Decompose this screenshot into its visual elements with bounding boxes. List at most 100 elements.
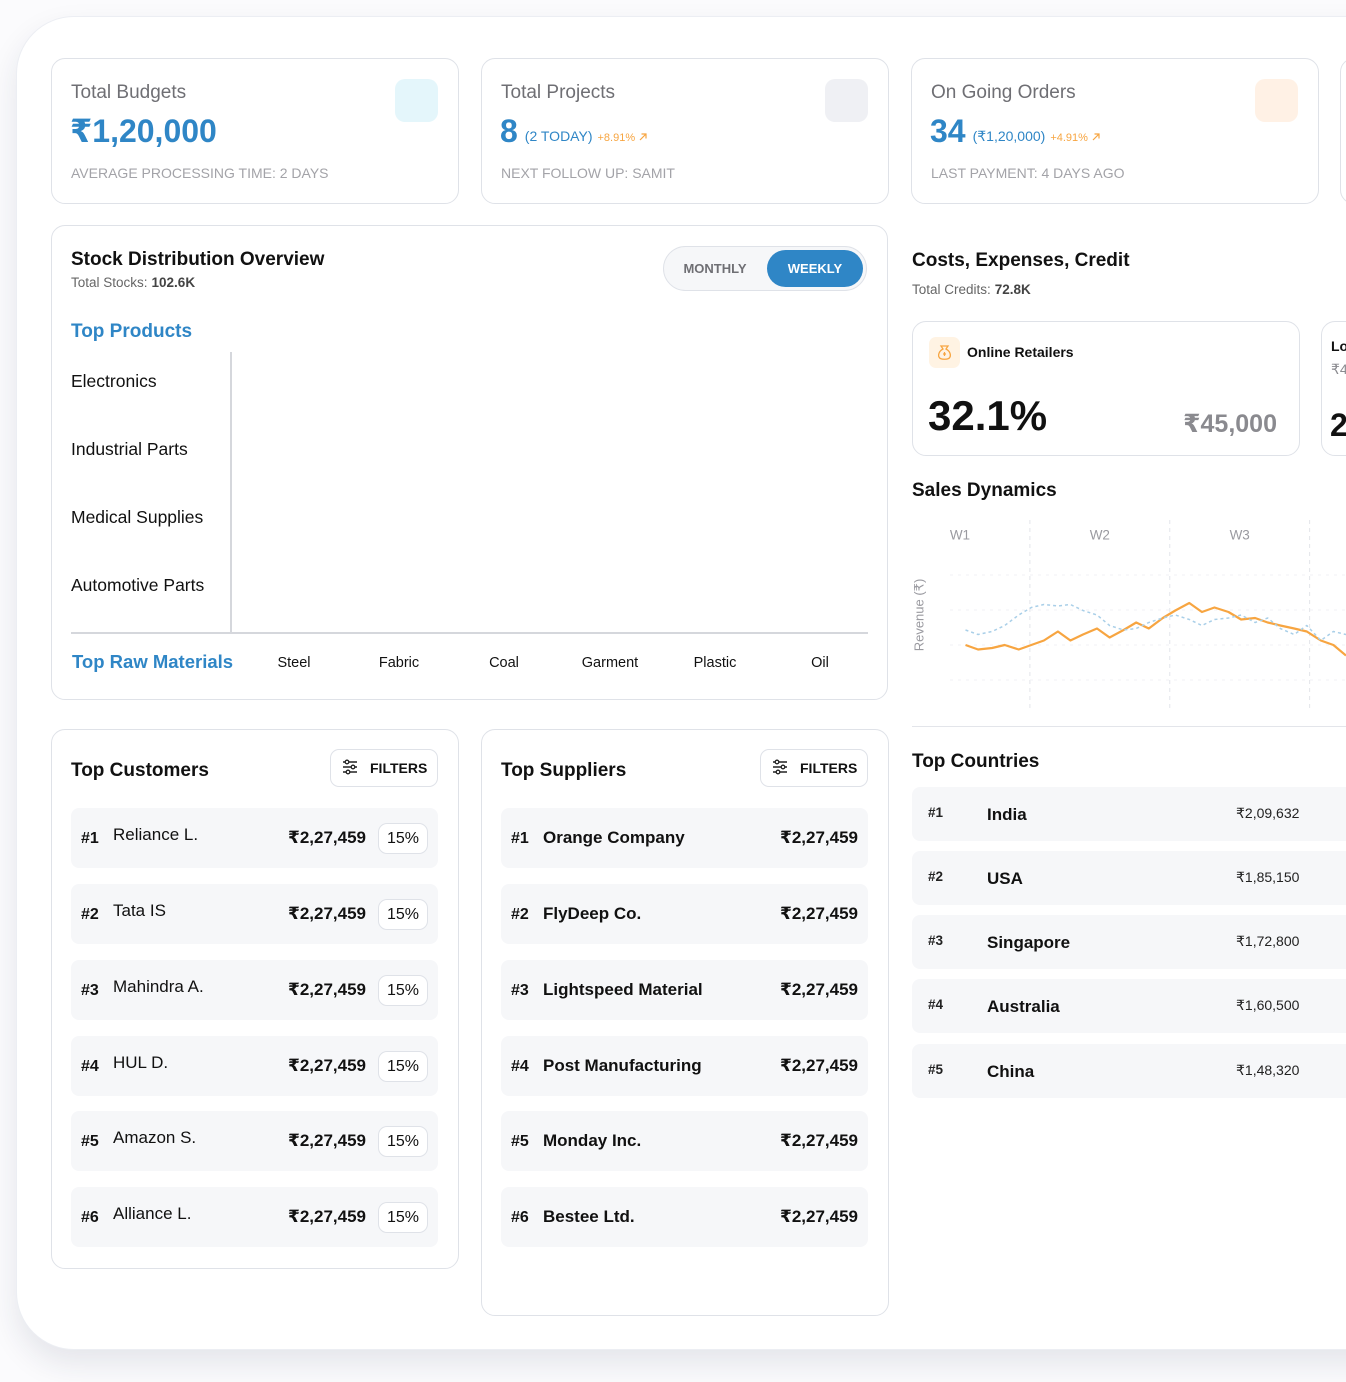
filter-button[interactable]	[760, 749, 868, 787]
section-title: Costs, Expenses, Credit	[912, 249, 1130, 271]
amount: ₹2,27,459	[779, 1056, 858, 1075]
stat-change: +8.91%	[597, 132, 636, 144]
list-row	[501, 1111, 868, 1171]
country-amount: ₹1,85,150	[1236, 869, 1300, 885]
list-row	[501, 960, 868, 1020]
name: Alliance L.	[113, 1204, 192, 1223]
stat-title: Total Budgets	[71, 81, 187, 103]
stat-detail: (2 TODAY)	[524, 128, 593, 144]
filter-label[interactable]: FILTERS	[800, 760, 858, 776]
share-pill	[378, 1202, 428, 1233]
list-row	[71, 1036, 438, 1096]
country-row	[912, 1044, 1346, 1098]
list-row	[71, 884, 438, 944]
toggle-active	[767, 250, 863, 287]
stat-detail: (₹1,20,000)	[972, 128, 1046, 144]
share-pill	[378, 899, 428, 930]
name: Reliance L.	[113, 825, 199, 844]
share-pill	[378, 975, 428, 1006]
x-tick-label: W3	[1230, 528, 1250, 543]
cost-card	[1321, 321, 1346, 456]
filter-label[interactable]: FILTERS	[370, 760, 428, 776]
amount: ₹2,27,459	[779, 980, 858, 999]
credit-value: 72.8K	[994, 282, 1031, 297]
stat-footer: NEXT FOLLOW UP: SAMIT	[501, 165, 675, 181]
amount: ₹2,27,459	[779, 904, 858, 923]
country-name: India	[987, 805, 1027, 824]
stat-icon	[1255, 79, 1298, 122]
toggle-label[interactable]: MONTHLY	[683, 261, 747, 276]
rank: #2	[81, 905, 99, 923]
toggle-label[interactable]: WEEKLY	[787, 261, 843, 276]
total-label: Total Stocks:	[71, 275, 148, 290]
share: 15%	[386, 1209, 420, 1226]
amount: ₹2,27,459	[287, 1131, 366, 1150]
country-amount: ₹1,72,800	[1236, 933, 1300, 949]
rank: #2	[928, 869, 944, 884]
stat-change: +4.91%	[1050, 132, 1088, 144]
rank: #2	[511, 905, 529, 923]
country-name: Singapore	[987, 933, 1071, 952]
amount: ₹2,27,459	[779, 1131, 858, 1150]
trend-arrow	[1092, 133, 1100, 141]
rank: #3	[81, 981, 99, 999]
row-heading: Top Products	[71, 320, 193, 342]
share: 15%	[386, 906, 420, 923]
stat-footer: AVERAGE PROCESSING TIME: 2 DAYS	[71, 165, 329, 181]
cost-amount: ₹4	[1331, 361, 1346, 377]
column-label: Oil	[811, 654, 829, 671]
column-label: Fabric	[378, 654, 420, 671]
column-label: Coal	[489, 654, 519, 671]
row-label: Automotive Parts	[71, 574, 205, 595]
rank: #6	[81, 1208, 99, 1226]
chart-title: Sales Dynamics	[912, 479, 1057, 501]
x-tick-label: W2	[1090, 528, 1110, 543]
amount: ₹2,27,459	[287, 904, 366, 923]
country-amount: ₹1,48,320	[1236, 1062, 1300, 1078]
rank: #5	[928, 1062, 944, 1077]
stat-card	[481, 58, 889, 204]
share-pill	[378, 1051, 428, 1082]
cost-card	[912, 321, 1300, 456]
stat-footer: LAST PAYMENT: 4 DAYS AGO	[931, 165, 1125, 181]
rank: #5	[511, 1132, 529, 1150]
country-amount: ₹1,60,500	[1236, 997, 1300, 1013]
country-row	[912, 851, 1346, 905]
share: 15%	[386, 1058, 420, 1075]
list-row	[501, 884, 868, 944]
name: Mahindra A.	[113, 977, 204, 996]
amount: ₹2,27,459	[287, 980, 366, 999]
stat-value: 34	[930, 113, 966, 149]
share: 15%	[386, 982, 420, 999]
list-row	[71, 1111, 438, 1171]
amount: ₹2,27,459	[779, 1207, 858, 1226]
column-label: Steel	[277, 654, 311, 671]
column-heading: Top Raw Materials	[72, 651, 234, 672]
x-tick-label: W1	[950, 528, 970, 543]
filter-icon	[773, 759, 787, 775]
list-row	[71, 960, 438, 1020]
filter-button[interactable]	[330, 749, 438, 787]
rank: #1	[511, 829, 529, 847]
rank: #1	[81, 829, 99, 847]
list-row	[71, 808, 438, 868]
cost-percent: 32.1%	[928, 391, 1048, 439]
axis-line	[71, 632, 868, 634]
section-title: Top Countries	[912, 750, 1040, 772]
separator	[912, 726, 1346, 727]
total-value: 102.6K	[151, 275, 196, 290]
country-row	[912, 915, 1346, 969]
cost-label: Lo	[1331, 338, 1346, 354]
stat-title: On Going Orders	[931, 81, 1076, 103]
list-row	[501, 808, 868, 868]
stat-card	[911, 58, 1319, 204]
amount: ₹2,27,459	[287, 1056, 366, 1075]
row-label: Medical Supplies	[71, 506, 204, 527]
stat-value: ₹1,20,000	[70, 113, 217, 149]
country-name: USA	[987, 869, 1023, 888]
section-title: Top Suppliers	[501, 759, 627, 781]
rank: #6	[511, 1208, 529, 1226]
list-row	[501, 1187, 868, 1247]
